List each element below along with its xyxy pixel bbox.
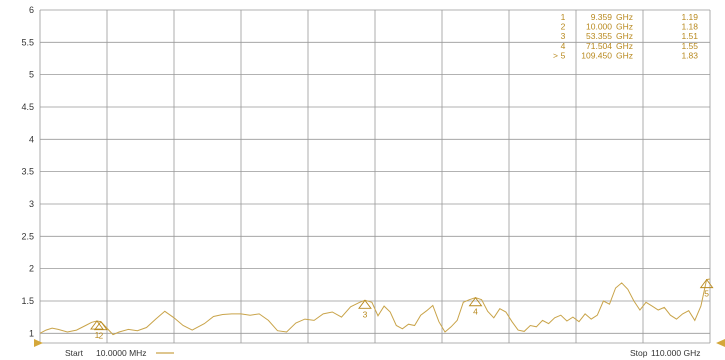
marker-row-freq: 53.355 xyxy=(586,31,612,41)
marker-row-freq: 10.000 xyxy=(586,22,612,32)
y-tick-label: 1.5 xyxy=(21,296,34,306)
y-tick-label: 6 xyxy=(29,5,34,15)
marker-row-unit: GHz xyxy=(616,41,633,51)
y-tick-label: 1 xyxy=(29,328,34,338)
y-tick-label: 3.5 xyxy=(21,167,34,177)
marker-row-active: > xyxy=(553,50,558,60)
markers: 1 2 3 4 5 xyxy=(90,278,714,341)
marker-label: 2 xyxy=(98,331,103,341)
marker-triangle xyxy=(468,296,483,307)
y-tick-label: 4.5 xyxy=(21,102,34,112)
marker-row-id: 1 xyxy=(561,12,566,22)
y-tick-label: 5 xyxy=(29,70,34,80)
y-tick-label: 2 xyxy=(29,264,34,274)
y-tick-label: 5.5 xyxy=(21,37,34,47)
marker-row-freq: 71.504 xyxy=(586,41,612,51)
marker-row-unit: GHz xyxy=(616,50,633,60)
marker-row-id: 2 xyxy=(561,22,566,32)
footer: Start 10.0000 MHz Stop 110.000 GHz xyxy=(34,339,725,358)
stop-value: 110.000 GHz xyxy=(651,348,700,358)
start-value: 10.0000 MHz xyxy=(96,348,147,358)
marker-triangle xyxy=(699,278,714,289)
marker-row-freq: 109.450 xyxy=(581,50,612,60)
marker-row-value: 1.18 xyxy=(681,22,698,32)
marker-row-unit: GHz xyxy=(616,12,633,22)
marker-row-value: 1.55 xyxy=(681,41,698,51)
marker-row-unit: GHz xyxy=(616,31,633,41)
marker-row-value: 1.51 xyxy=(681,31,698,41)
marker-label: 1 xyxy=(95,330,100,340)
marker-row-value: 1.19 xyxy=(681,12,698,22)
marker-triangle xyxy=(358,299,372,309)
y-tick-label: 4 xyxy=(29,134,34,144)
marker-label: 5 xyxy=(704,289,709,299)
start-label: Start xyxy=(65,348,84,358)
start-arrow-icon xyxy=(34,339,43,347)
marker-row-freq: 9.359 xyxy=(591,12,613,22)
stop-arrow-icon xyxy=(716,339,725,347)
marker-label: 4 xyxy=(473,307,478,317)
y-tick-labels: 6 5.5 5 4.5 4 3.5 3 2.5 2 1.5 1 xyxy=(21,5,34,338)
y-tick-label: 3 xyxy=(29,199,34,209)
marker-table: 1 9.359 GHz 1.192 10.000 GHz 1.183 53.355 GHz 1.5… xyxy=(553,12,698,60)
marker-triangle xyxy=(90,320,104,330)
y-tick-label: 2.5 xyxy=(21,231,34,241)
trace-line xyxy=(39,278,711,336)
marker-row-value: 1.83 xyxy=(681,50,698,60)
marker-label: 3 xyxy=(363,309,368,319)
marker-triangle xyxy=(93,320,108,331)
stop-label: Stop xyxy=(630,348,648,358)
marker-row-unit: GHz xyxy=(616,22,633,32)
marker-row-id: 5 xyxy=(561,50,566,60)
marker-row-id: 4 xyxy=(561,41,566,51)
marker-row-id: 3 xyxy=(561,31,566,41)
